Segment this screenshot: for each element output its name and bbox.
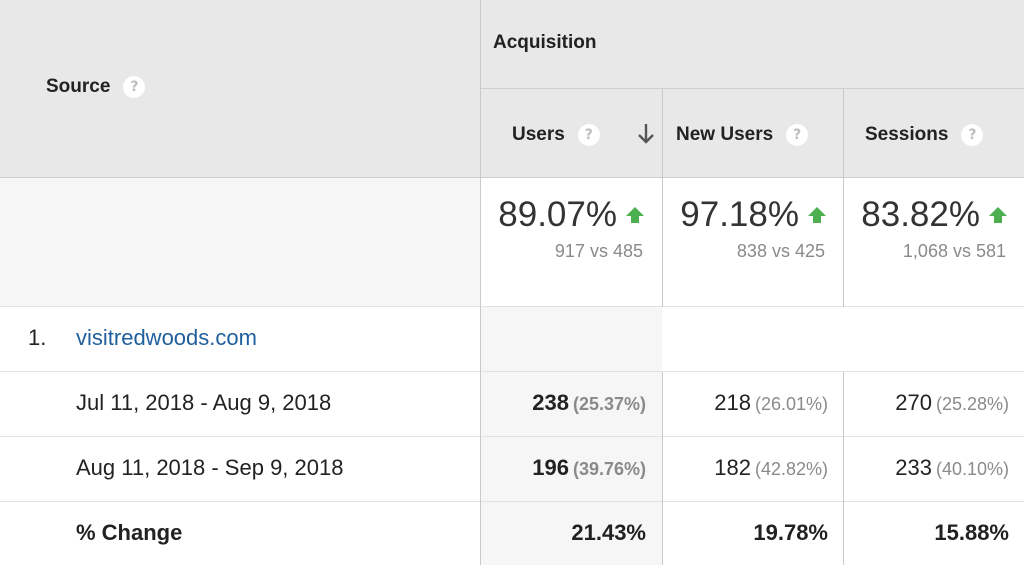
users-change-percent: 89.07% [481, 195, 645, 235]
divider [662, 89, 663, 307]
new-users-label: New Users [676, 124, 774, 145]
arrow-down-icon[interactable] [637, 122, 655, 146]
new-users-share: (26.01%) [754, 394, 828, 414]
date-range-label: Jul 11, 2018 - Aug 9, 2018 [76, 390, 332, 415]
help-icon[interactable]: ? [123, 76, 146, 98]
sessions-change-percent: 83.82% [844, 195, 1008, 235]
divider [0, 501, 1024, 502]
users-count: 238 [532, 390, 569, 415]
divider [481, 88, 1024, 89]
sessions-value: 270 (25.28%) [844, 390, 1009, 416]
sessions-share: (40.10%) [935, 459, 1009, 479]
divider [843, 372, 844, 565]
help-icon[interactable]: ? [577, 124, 600, 146]
row-index: 1. [28, 325, 47, 350]
arrow-up-icon [808, 207, 826, 223]
new-users-column-header[interactable]: New Users ? [676, 124, 809, 146]
date-range-label: Aug 11, 2018 - Sep 9, 2018 [76, 455, 344, 480]
users-share: (39.76%) [572, 459, 646, 479]
source-link[interactable]: visitredwoods.com [76, 325, 257, 350]
divider [0, 436, 1024, 437]
users-column-header[interactable]: Users ? [512, 124, 600, 146]
new-users-share: (42.82%) [754, 459, 828, 479]
new-users-comparison: 838 vs 425 [736, 241, 825, 261]
help-icon[interactable]: ? [961, 124, 984, 146]
sessions-column-header[interactable]: Sessions ? [865, 124, 984, 146]
divider [843, 89, 844, 307]
divider [0, 371, 1024, 372]
new-users-count: 182 [714, 455, 751, 480]
sessions-comparison: 1,068 vs 581 [902, 241, 1006, 261]
sessions-label: Sessions [865, 124, 949, 145]
acquisition-group-header: Acquisition [493, 32, 596, 54]
sessions-count: 270 [895, 390, 932, 415]
users-change-value: 89.07% [498, 195, 617, 234]
source-column-header[interactable]: Source ? [46, 76, 146, 98]
users-value: 196 (39.76%) [481, 455, 646, 481]
sessions-percent-change: 15.88% [934, 520, 1009, 545]
sessions-share: (25.28%) [935, 394, 1009, 414]
new-users-change-value: 97.18% [680, 195, 799, 234]
divider [0, 177, 1024, 178]
new-users-percent-change: 19.78% [753, 520, 828, 545]
header-users-cell[interactable] [481, 89, 662, 177]
users-count: 196 [532, 455, 569, 480]
divider [662, 372, 663, 565]
header-sessions-cell[interactable] [844, 89, 1024, 177]
users-percent-change: 21.43% [571, 520, 646, 545]
help-icon[interactable]: ? [786, 124, 809, 146]
new-users-count: 218 [714, 390, 751, 415]
summary-source-cell [0, 178, 480, 306]
header-new-users-cell[interactable] [663, 89, 843, 177]
sessions-change-value: 83.82% [861, 195, 980, 234]
acquisition-label: Acquisition [493, 32, 597, 53]
source-label: Source [46, 76, 111, 97]
header-acquisition-cell [481, 0, 1024, 88]
new-users-change-percent: 97.18% [663, 195, 827, 235]
divider [480, 0, 481, 565]
users-value: 238 (25.37%) [481, 390, 646, 416]
divider [0, 306, 1024, 307]
arrow-up-icon [626, 207, 644, 223]
new-users-value: 218 (26.01%) [663, 390, 828, 416]
arrow-up-icon [989, 207, 1007, 223]
users-share: (25.37%) [572, 394, 646, 414]
header-source-cell [0, 0, 480, 177]
users-label: Users [512, 124, 565, 145]
percent-change-label: % Change [76, 520, 183, 545]
sessions-count: 233 [895, 455, 932, 480]
sessions-value: 233 (40.10%) [844, 455, 1009, 481]
users-comparison: 917 vs 485 [554, 241, 643, 261]
new-users-value: 182 (42.82%) [663, 455, 828, 481]
